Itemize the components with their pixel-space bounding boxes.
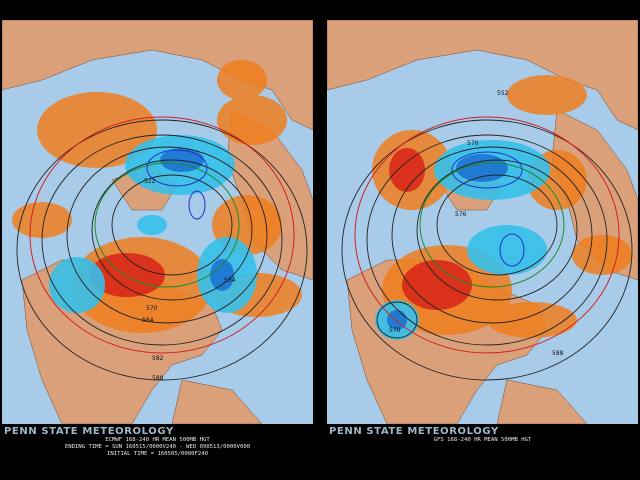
right-caption-line: GFS 168-240 HR MEAN 500MB HGT <box>433 437 532 443</box>
right-contour-label: 570 <box>389 327 401 334</box>
left-footer: PENN STATE METEOROLOGY ECMWF 168-240 HR … <box>2 424 313 478</box>
left-contour-label: 564 <box>142 317 154 324</box>
right-contour-label: 570 <box>467 140 479 147</box>
left-map-graphic: 522 534 564 570 582 588 <box>2 20 313 424</box>
right-strong-warm <box>389 148 472 310</box>
left-contour-label: 570 <box>146 305 158 312</box>
left-green-contour <box>94 162 240 288</box>
left-contour-label: 534 <box>224 277 236 284</box>
left-map-panel: 522 534 564 570 582 588 PENN STATE METEO… <box>2 20 313 478</box>
left-contour-label: 582 <box>152 355 164 362</box>
left-brand: PENN STATE METEOROLOGY <box>4 426 174 437</box>
right-contour-label: 552 <box>497 90 509 97</box>
right-contour-label: 576 <box>455 211 467 218</box>
left-strong-warm <box>89 253 165 297</box>
left-contours <box>16 119 308 381</box>
left-caption-line: ECMWF 168-240 HR MEAN 500MB HGT <box>105 437 210 443</box>
right-footer: PENN STATE METEOROLOGY GFS 168-240 HR ME… <box>327 424 638 478</box>
right-contours <box>341 119 633 381</box>
right-contour-label: 588 <box>552 350 564 357</box>
left-caption-line: INITIAL TIME = 160505/0000F240 <box>106 451 209 457</box>
left-contour-label: 588 <box>152 375 164 382</box>
left-strong-cold <box>160 148 234 291</box>
right-caption: GFS 168-240 HR MEAN 500MB HGT <box>327 437 638 444</box>
right-map: 552 570 576 570 588 <box>327 20 638 424</box>
left-red-contour <box>29 116 295 354</box>
right-contour-labels: 552 570 576 570 588 <box>389 90 564 357</box>
left-caption-line: ENDING TIME = SUN 160515/0000V240 - WED … <box>64 444 251 450</box>
left-contour-labels: 522 534 564 570 582 588 <box>142 178 236 382</box>
right-map-graphic: 552 570 576 570 588 <box>327 20 638 424</box>
right-map-panel: 552 570 576 570 588 PENN STATE METEOROLO… <box>327 20 638 478</box>
left-caption: ECMWF 168-240 HR MEAN 500MB HGT ENDING T… <box>2 437 313 458</box>
right-blue-contour <box>451 151 525 267</box>
right-green-contour <box>419 162 565 288</box>
right-red-contour <box>354 116 620 354</box>
right-brand: PENN STATE METEOROLOGY <box>329 426 499 437</box>
left-blue-contour <box>146 149 208 220</box>
left-contour-label: 522 <box>144 178 156 185</box>
left-map: 522 534 564 570 582 588 <box>2 20 313 424</box>
panel-divider <box>314 20 326 480</box>
